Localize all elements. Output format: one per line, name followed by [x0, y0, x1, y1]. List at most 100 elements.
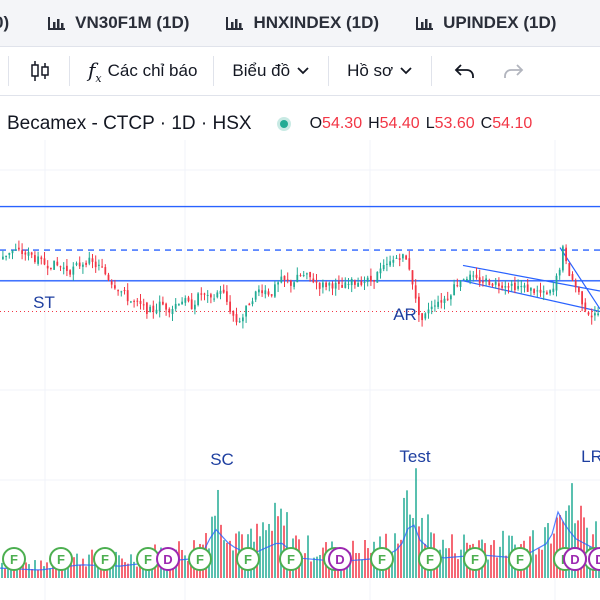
tab-hnxindex[interactable]: HNXINDEX (1D) — [225, 13, 379, 33]
candle-body — [40, 257, 43, 259]
candle-body — [555, 275, 558, 291]
volume-bar — [565, 510, 567, 578]
volume-bar — [556, 517, 558, 578]
financial-event-marker: F — [93, 547, 117, 571]
volume-bar — [262, 522, 264, 578]
toolbar-divider — [69, 56, 70, 86]
toolbar-divider — [8, 56, 9, 86]
marker-circle — [370, 547, 394, 571]
marker-label: F — [196, 552, 204, 567]
candle-body — [459, 281, 462, 287]
chevron-down-icon — [297, 67, 309, 75]
candle-body — [24, 252, 27, 255]
candle-body — [386, 263, 388, 265]
financial-event-marker: F — [188, 547, 212, 571]
volume-bar — [70, 560, 72, 578]
candle-body — [174, 303, 177, 309]
candle-body — [46, 265, 49, 269]
candle-body — [424, 313, 427, 319]
volume-bar — [535, 554, 537, 578]
volume-bar — [181, 549, 183, 578]
candle-style-icon[interactable] — [29, 59, 51, 83]
candle-body — [504, 286, 507, 288]
candle-body — [43, 258, 46, 265]
volume-bar — [82, 558, 84, 578]
chevron-down-icon — [400, 67, 412, 75]
marker-label: F — [516, 552, 524, 567]
candle-body — [270, 294, 273, 296]
candle-body — [379, 268, 382, 274]
volume-bar — [43, 566, 45, 578]
volume-bar — [451, 534, 453, 578]
marker-label: F — [287, 552, 295, 567]
undo-icon[interactable] — [454, 62, 476, 80]
candle-body — [453, 284, 455, 296]
marker-label: F — [378, 552, 386, 567]
volume-bar — [559, 515, 561, 578]
financial-event-marker: F — [508, 547, 532, 571]
volume-bar — [136, 566, 138, 578]
candle-body — [427, 309, 430, 314]
chart-type-button[interactable]: Biểu đồ — [232, 61, 310, 81]
marker-label: D — [595, 552, 600, 567]
volume-bar — [223, 540, 225, 578]
volume-bar — [1, 562, 3, 578]
candle-body — [498, 283, 500, 287]
tab-prev[interactable]: 0) — [0, 13, 9, 33]
profile-button[interactable]: Hồ sơ — [347, 61, 413, 81]
candle-body — [309, 272, 311, 278]
volume-bar — [367, 548, 369, 578]
candle-body — [110, 281, 113, 285]
candle-body — [392, 259, 395, 263]
volume-bar — [157, 564, 159, 578]
marker-circle — [188, 547, 212, 571]
volume-bar — [415, 468, 417, 578]
volume-bar — [19, 562, 21, 578]
marker-label: F — [57, 552, 65, 567]
candle-body — [88, 257, 91, 264]
candle-body — [344, 282, 347, 288]
candle-body — [485, 278, 487, 282]
volume-bar — [394, 533, 396, 578]
candle-body — [322, 282, 324, 288]
candle-body — [18, 247, 20, 250]
candle-body — [190, 299, 193, 310]
volume-bar — [493, 540, 495, 578]
tab-label: UPINDEX (1D) — [443, 13, 557, 32]
tab-vn30f1m[interactable]: VN30F1M (1D) — [47, 13, 189, 33]
dividend-marker: D — [328, 547, 352, 571]
marker-label: F — [10, 552, 18, 567]
candle-body — [366, 277, 369, 282]
candle-body — [462, 279, 465, 281]
close-value: 54.10 — [492, 115, 533, 132]
candle-body — [472, 275, 475, 277]
marker-label: F — [144, 552, 152, 567]
candle-body — [514, 282, 516, 291]
candle-body — [235, 314, 238, 323]
candlesticks — [2, 240, 599, 329]
candle-body — [158, 301, 161, 312]
volume-bar — [64, 567, 66, 578]
candle-body — [434, 305, 436, 307]
tab-upindex[interactable]: UPINDEX (1D) — [415, 13, 556, 33]
candle-body — [210, 294, 212, 298]
marker-circle — [93, 547, 117, 571]
indicators-button[interactable]: fx Các chỉ báo — [88, 58, 197, 85]
volume-bar — [421, 517, 423, 578]
candle-body — [395, 257, 398, 259]
candle-body — [315, 281, 318, 283]
candle-body — [101, 266, 103, 268]
volume-bar — [541, 549, 543, 578]
volume-bar — [211, 516, 213, 578]
volume-bar — [304, 553, 306, 578]
candle-body — [382, 265, 385, 270]
candle-body — [200, 293, 203, 295]
candle-body — [213, 298, 215, 300]
candle-body — [222, 289, 225, 293]
candle-body — [267, 291, 270, 295]
volume-bar — [544, 527, 546, 578]
redo-icon[interactable] — [502, 62, 524, 80]
volume-bar — [25, 562, 27, 578]
volume-bar — [274, 502, 276, 578]
